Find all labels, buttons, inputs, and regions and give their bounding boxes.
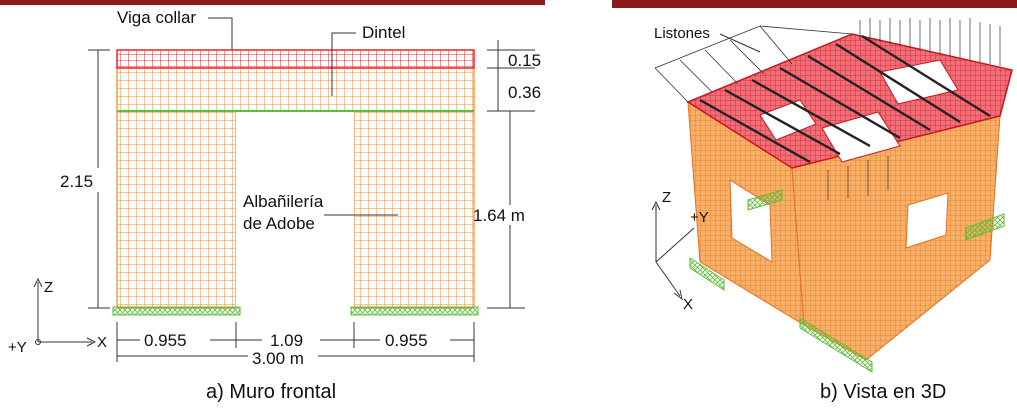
lintel-zone [116,67,475,112]
load-lines [827,18,1001,200]
axis-z-label: Z [44,279,53,296]
dim-height: 2.15 [60,172,93,191]
view-3d-diagram: Listones Z +Y X b) Vista en 3D [651,18,1013,403]
listones-label: Listones [654,25,710,42]
dim-total-width: 3.00 m [252,349,304,368]
left-pier [116,82,237,309]
axis3d-y-label: +Y [690,209,709,226]
listones-wireframe [654,25,853,103]
left-supports [112,306,241,316]
support-right [965,213,1005,241]
front-wall-diagram: Viga collar Dintel Albañilería de Adobe … [8,8,541,403]
axis3d-z-label: Z [662,189,671,206]
roof-opening-3 [879,59,959,105]
albanileria-label: Albañilería [243,192,324,211]
accent-bar-left [0,0,545,5]
adobe-label: de Adobe [243,214,315,233]
support-front [799,317,873,373]
support-back [747,189,783,211]
axis-x-label: X [97,334,107,351]
right-supports [350,306,479,316]
dim-left-pier: 0.955 [144,331,187,350]
dim-top-beam: 0.15 [508,51,541,70]
dim-opening-height: 1.64 m [473,206,525,225]
right-pier [353,82,475,309]
listones-beams [699,34,991,164]
support-left [689,257,725,291]
dim-right-pier: 0.955 [385,331,428,350]
caption-vista-3d: b) Vista en 3D [820,381,946,403]
accent-bar-right [612,0,1017,8]
window-opening [905,192,949,249]
roof-opening-1 [759,99,817,141]
dintel-label: Dintel [362,23,405,42]
door-opening [236,112,354,308]
collar-beam [116,49,475,69]
axis-y-label: +Y [8,339,27,356]
dim-opening-width: 1.09 [270,331,303,350]
dim-lintel: 0.36 [508,83,541,102]
caption-muro-frontal: a) Muro frontal [206,381,336,403]
viga-collar-label: Viga collar [117,8,196,27]
axis3d-x-label: X [683,296,693,313]
